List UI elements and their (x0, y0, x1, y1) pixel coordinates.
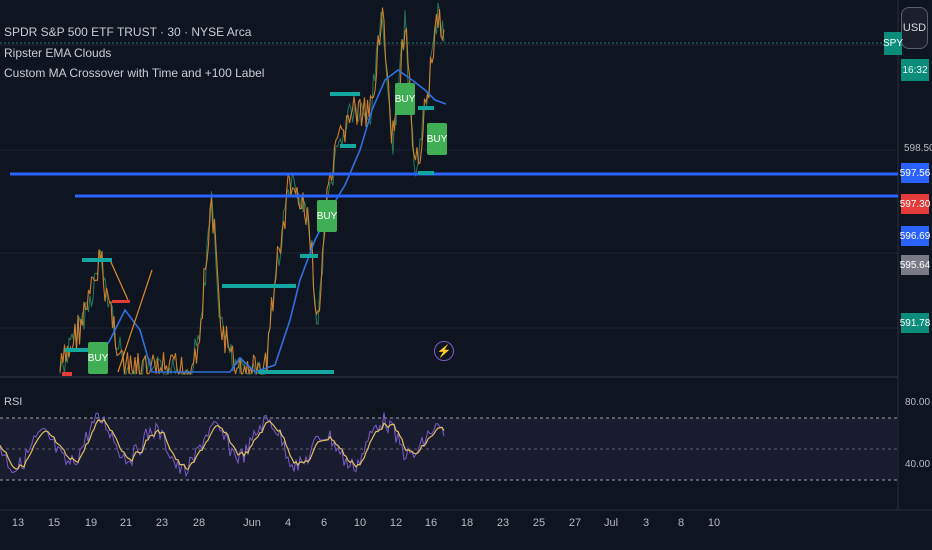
buy-label-box (88, 342, 108, 374)
zone-bar (330, 92, 360, 96)
rsi-level-40: 40.00 (905, 459, 931, 470)
currency-button[interactable]: USD (901, 7, 928, 49)
time-axis-label: 23 (155, 517, 169, 529)
sell-marker (112, 300, 130, 303)
zone-bar (300, 254, 318, 258)
rsi-signal-line (0, 418, 445, 471)
zone-bar (82, 258, 112, 262)
lightning-icon[interactable]: ⚡ (434, 341, 454, 361)
indicator-ma-crossover[interactable]: Custom MA Crossover with Time and +100 L… (4, 66, 265, 80)
price-tick-label: 598.50 (904, 143, 932, 154)
time-axis-label: 27 (568, 517, 582, 529)
rsi-plot (0, 412, 898, 481)
time-axis-label: 19 (84, 517, 98, 529)
time-axis-label: Jun (243, 517, 261, 529)
ema-slow-line (89, 69, 447, 373)
time-axis-label: 12 (389, 517, 403, 529)
time-axis-label: 3 (642, 517, 650, 529)
trend-segment (117, 269, 153, 373)
zone-bar (258, 370, 334, 374)
time-axis-label: 4 (284, 517, 292, 529)
zone-bar (418, 171, 434, 175)
price-tag-3: 596.69 (900, 226, 930, 246)
symbol-title[interactable]: SPDR S&P 500 ETF TRUST · 30 · NYSE Arca (4, 25, 252, 39)
buy-label-text: BUY (427, 134, 448, 145)
chart-grid (0, 0, 932, 511)
time-axis-label: 16 (424, 517, 438, 529)
zone-bar (222, 284, 296, 288)
time-axis-label: 10 (353, 517, 367, 529)
time-axis-label: 15 (47, 517, 61, 529)
price-tag-4: 595.64 (900, 255, 930, 275)
indicator-ema-clouds[interactable]: Ripster EMA Clouds (4, 45, 112, 60)
price-plot (59, 2, 447, 376)
price-tag-1: 597.56 (900, 163, 930, 183)
rsi-title[interactable]: RSI (4, 396, 23, 408)
time-axis-label: 8 (677, 517, 685, 529)
time-axis-label: 18 (460, 517, 474, 529)
zone-bar (418, 106, 434, 110)
buy-label-text: BUY (395, 94, 416, 105)
chart-legend: SPDR S&P 500 ETF TRUST · 30 · NYSE Arca … (4, 22, 264, 84)
bar-countdown-tag: 16:32 (901, 59, 929, 81)
buy-label: BUY (395, 83, 416, 115)
time-axis-label: 6 (320, 517, 328, 529)
symbol-price-tag: SPY (883, 32, 903, 55)
rsi-level-80: 80.00 (905, 397, 931, 408)
buy-label: BUY (88, 342, 109, 374)
rsi-line (0, 412, 445, 478)
price-tag-5: 591.78 (900, 313, 930, 333)
zone-bar (340, 144, 356, 148)
buy-label: BUY (317, 200, 338, 232)
time-axis-label: 13 (11, 517, 25, 529)
price-tag-2: 597.30 (900, 194, 930, 214)
time-axis-label: 23 (496, 517, 510, 529)
buy-label: BUY (427, 123, 448, 155)
buy-label-box (395, 83, 415, 115)
time-axis-label: 28 (192, 517, 206, 529)
time-axis-label: 21 (119, 517, 133, 529)
buy-label-text: BUY (88, 353, 109, 364)
buy-label-text: BUY (317, 211, 338, 222)
buy-label-box (317, 200, 337, 232)
zone-bar (65, 348, 90, 352)
time-axis-label: Jul (603, 517, 619, 529)
price-line (59, 7, 445, 376)
sell-marker (62, 372, 72, 376)
overlays: BUY BUY BUY BUY (10, 83, 898, 376)
time-axis-label: 10 (707, 517, 721, 529)
buy-label-box (427, 123, 447, 155)
time-axis-label: 25 (532, 517, 546, 529)
trend-segment (109, 259, 129, 301)
